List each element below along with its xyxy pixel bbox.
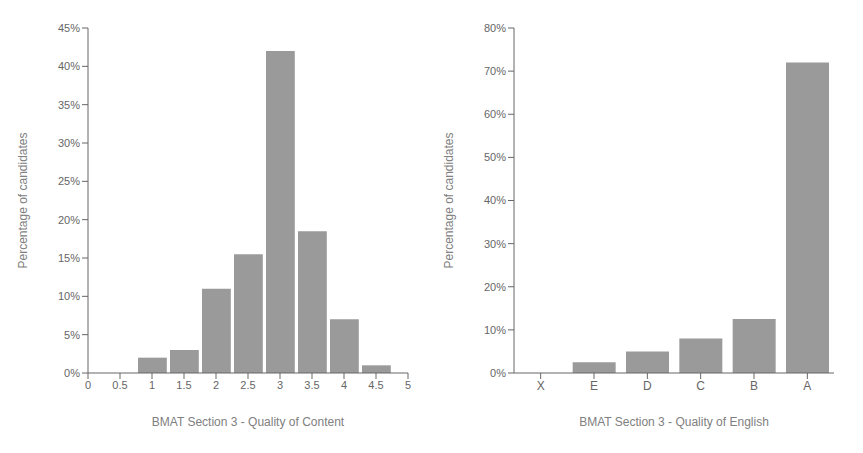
svg-text:Percentage of candidates: Percentage of candidates [442,132,456,268]
svg-text:70%: 70% [484,65,506,77]
svg-text:2: 2 [213,379,219,391]
svg-text:0%: 0% [64,367,80,379]
svg-text:30%: 30% [58,137,80,149]
svg-text:0.5: 0.5 [112,379,127,391]
svg-text:15%: 15% [58,252,80,264]
svg-text:4: 4 [341,379,347,391]
svg-text:50%: 50% [484,151,506,163]
svg-text:D: D [643,379,652,393]
svg-text:A: A [803,379,811,393]
svg-text:30%: 30% [484,238,506,250]
svg-text:40%: 40% [58,60,80,72]
svg-text:80%: 80% [484,22,506,34]
svg-text:X: X [537,379,545,393]
svg-text:1.5: 1.5 [176,379,191,391]
svg-text:BMAT Section 3 - Quality of En: BMAT Section 3 - Quality of English [579,415,769,429]
svg-text:2.5: 2.5 [240,379,255,391]
svg-text:0%: 0% [490,367,506,379]
svg-text:Percentage of candidates: Percentage of candidates [16,132,30,268]
svg-text:0: 0 [85,379,91,391]
svg-text:35%: 35% [58,99,80,111]
svg-text:3.5: 3.5 [304,379,319,391]
svg-text:E: E [590,379,598,393]
svg-text:5: 5 [405,379,411,391]
svg-text:45%: 45% [58,22,80,34]
svg-text:C: C [696,379,705,393]
svg-text:10%: 10% [484,324,506,336]
svg-text:1: 1 [149,379,155,391]
svg-text:3: 3 [277,379,283,391]
svg-text:25%: 25% [58,175,80,187]
svg-text:10%: 10% [58,290,80,302]
svg-text:20%: 20% [484,281,506,293]
svg-text:4.5: 4.5 [368,379,383,391]
svg-text:60%: 60% [484,108,506,120]
svg-text:20%: 20% [58,214,80,226]
svg-text:BMAT Section 3 - Quality of Co: BMAT Section 3 - Quality of Content [152,415,345,429]
svg-text:40%: 40% [484,194,506,206]
svg-text:5%: 5% [64,329,80,341]
svg-text:B: B [750,379,758,393]
